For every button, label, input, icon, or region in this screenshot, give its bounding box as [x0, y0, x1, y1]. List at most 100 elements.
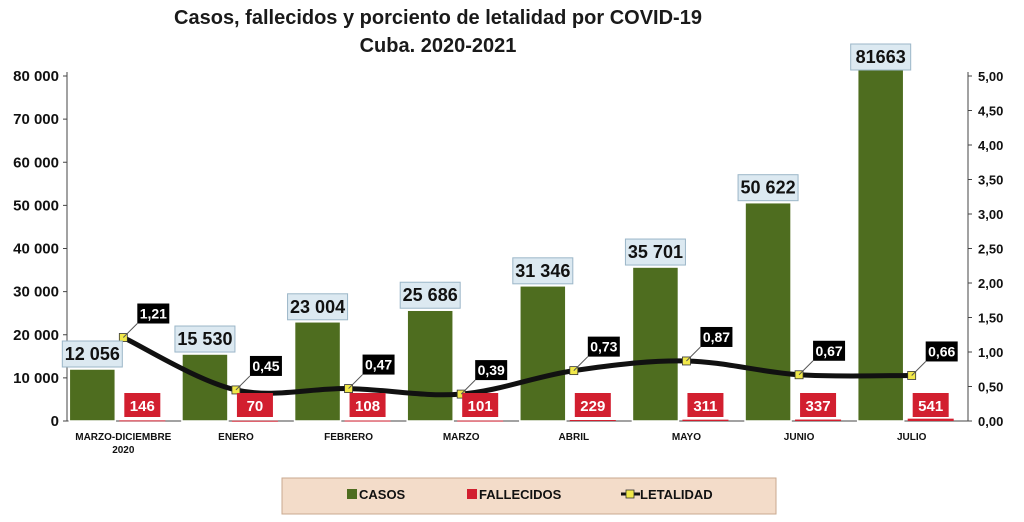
label-letalidad: 0,67	[815, 343, 842, 359]
label-casos: 35 701	[628, 242, 683, 262]
y-left-tick-label: 40 000	[13, 241, 59, 258]
y-left-tick-label: 70 000	[13, 111, 59, 128]
y-right-tick-label: 4,50	[978, 104, 1003, 119]
bar-fallecidos	[569, 420, 616, 422]
bar-fallecidos	[344, 420, 391, 422]
y-left-tick-label: 0	[51, 413, 59, 430]
label-casos-box	[624, 238, 686, 266]
bars	[68, 68, 954, 422]
label-fallecidos: 311	[693, 398, 717, 415]
label-fallecidos: 108	[355, 398, 380, 415]
label-letalidad: 0,66	[928, 343, 955, 359]
bar-casos	[68, 368, 117, 422]
x-tick-label: JULIO	[897, 432, 927, 443]
label-casos: 31 346	[515, 261, 570, 281]
label-letalidad: 0,87	[703, 329, 730, 345]
legend: CASOS FALLECIDOS LETALIDAD	[281, 477, 777, 515]
label-letalidad-box	[813, 340, 846, 361]
bar-fallecidos	[231, 420, 278, 422]
label-casos: 15 530	[177, 329, 232, 349]
label-letalidad-leader	[348, 374, 363, 389]
label-letalidad: 0,45	[252, 358, 279, 374]
y-left-tick-label: 30 000	[13, 284, 59, 301]
y-right-tick-label: 3,00	[978, 207, 1003, 222]
y-right-tick-label: 2,00	[978, 276, 1003, 291]
label-casos: 12 056	[65, 344, 120, 364]
label-letalidad: 0,47	[365, 357, 392, 373]
label-fallecidos-box	[800, 393, 837, 417]
legend-swatch-fallecidos	[467, 489, 477, 499]
legend-box	[281, 477, 777, 515]
label-fallecidos-box	[574, 393, 611, 417]
label-fallecidos: 70	[247, 398, 264, 415]
label-fallecidos-box	[687, 393, 724, 417]
x-tick-label: MARZO-DICIEMBRE	[75, 432, 171, 443]
label-casos-box	[174, 325, 236, 353]
label-fallecidos: 337	[806, 398, 831, 415]
x-tick-label: ENERO	[218, 432, 254, 443]
label-letalidad-leader	[686, 346, 701, 362]
bar-fallecidos	[682, 419, 729, 421]
label-letalidad: 0,73	[590, 339, 617, 355]
legend-label-letalidad: LETALIDAD	[640, 487, 713, 502]
label-letalidad-box	[925, 341, 958, 362]
label-letalidad-box	[587, 336, 620, 357]
label-casos-box	[287, 293, 349, 321]
label-fallecidos-box	[124, 393, 161, 417]
legend-label-casos: CASOS	[359, 487, 406, 502]
y-right-tick-label: 2,50	[978, 242, 1003, 257]
axes: 0 10 000 20 000 30 000 40 000 50 000 60 000 70 …	[13, 68, 1003, 456]
bar-casos	[519, 285, 567, 422]
label-letalidad-box	[362, 354, 395, 375]
label-letalidad-leader	[911, 361, 927, 376]
label-letalidad: 1,21	[140, 306, 167, 322]
bar-casos	[744, 201, 792, 422]
y-left-tick-label: 80 000	[13, 68, 59, 85]
label-casos-box	[850, 43, 912, 71]
label-casos-box	[399, 281, 461, 309]
label-casos: 81663	[856, 47, 906, 67]
label-letalidad-box	[137, 303, 170, 324]
label-casos: 23 004	[290, 297, 345, 317]
label-letalidad-box	[475, 360, 508, 381]
y-right-tick-label: 0,50	[978, 380, 1003, 395]
legend-swatch-casos	[347, 489, 357, 499]
label-letalidad-box	[249, 355, 282, 376]
letalidad-line-layer	[118, 333, 917, 399]
y-right-tick-label: 1,00	[978, 345, 1003, 360]
label-fallecidos-box	[462, 393, 499, 417]
label-letalidad-box	[700, 326, 733, 347]
y-left-tick-label: 20 000	[13, 327, 59, 344]
label-letalidad-leader	[122, 323, 138, 338]
y-right-tick-label: 0,00	[978, 414, 1003, 429]
label-fallecidos: 101	[468, 398, 493, 415]
bar-fallecidos	[119, 420, 166, 422]
line-letalidad	[120, 335, 915, 398]
x-tick-label: JUNIO	[784, 432, 815, 443]
label-casos: 25 686	[403, 285, 458, 305]
bar-fallecidos	[457, 420, 504, 422]
chart-title-line1: Casos, fallecidos y porciento de letalid…	[174, 7, 702, 29]
y-right-tick-label: 5,00	[978, 69, 1003, 84]
x-tick-label: FEBRERO	[324, 432, 373, 443]
bar-casos	[406, 309, 454, 422]
bar-casos	[856, 68, 905, 422]
bar-fallecidos	[907, 418, 954, 421]
y-right-tick-label: 3,50	[978, 173, 1003, 188]
label-fallecidos-box	[912, 393, 949, 417]
x-tick-label: 2020	[112, 445, 135, 456]
bar-casos	[631, 266, 680, 422]
y-left-tick-label: 50 000	[13, 197, 59, 214]
label-casos-box	[61, 340, 123, 368]
label-letalidad-leader	[235, 375, 251, 391]
chart-title-line2: Cuba. 2020-2021	[360, 35, 517, 57]
label-fallecidos-box	[349, 393, 386, 417]
label-letalidad-leader	[460, 379, 476, 395]
label-letalidad: 0,39	[478, 362, 505, 378]
x-tick-label: MARZO	[443, 432, 480, 443]
label-fallecidos: 146	[130, 398, 155, 415]
label-fallecidos: 541	[918, 398, 943, 415]
bar-casos	[293, 321, 342, 422]
y-left-tick-label: 60 000	[13, 154, 59, 171]
